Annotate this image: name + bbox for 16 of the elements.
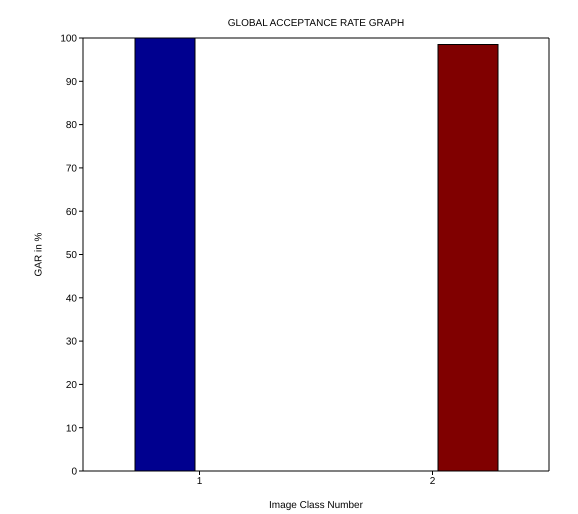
y-axis-title: GAR in % — [34, 232, 45, 276]
y-tick-label: 50 — [66, 250, 78, 262]
x-tick-label: 2 — [430, 476, 436, 488]
x-tick-label: 1 — [196, 476, 203, 488]
y-tick-label: 40 — [66, 293, 78, 304]
y-tick-label: 80 — [66, 120, 78, 132]
y-tick-label: 20 — [66, 380, 78, 391]
y-tick-label: 60 — [66, 206, 78, 218]
y-tick-label: 30 — [66, 336, 78, 348]
x-axis-title: Image Class Number — [269, 500, 364, 511]
y-tick-label: 0 — [71, 466, 78, 478]
y-tick-label: 70 — [66, 163, 78, 174]
chart-title: GLOBAL ACCEPTANCE RATE GRAPH — [226, 18, 406, 29]
y-tick-label: 90 — [66, 76, 78, 88]
y-tick-label: 10 — [66, 423, 78, 434]
y-tick-label: 100 — [60, 34, 78, 45]
